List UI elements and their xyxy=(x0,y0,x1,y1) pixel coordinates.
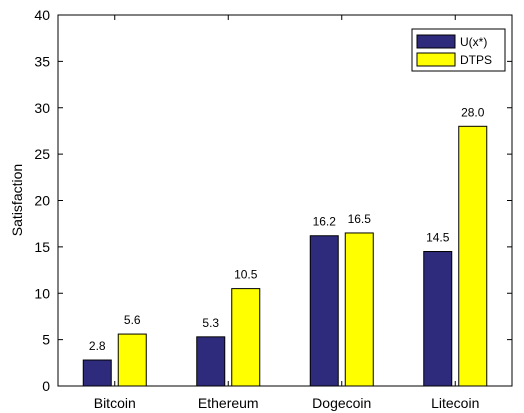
bar xyxy=(309,235,339,387)
bar xyxy=(344,232,374,387)
x-tick-label: Ethereum xyxy=(198,395,259,411)
bar xyxy=(458,125,488,387)
y-axis-label: Satisfaction xyxy=(9,164,25,236)
bar xyxy=(82,359,112,387)
legend: U(x*) DTPS xyxy=(411,28,506,72)
legend-label: DTPS xyxy=(460,53,492,67)
bar xyxy=(423,251,453,387)
bar-value-label: 16.2 xyxy=(313,215,337,229)
axes xyxy=(57,14,513,387)
y-tick-label: 35 xyxy=(34,53,50,69)
y-tick-label: 40 xyxy=(34,7,50,23)
tick-labels: 0 5 10 15 20 25 30 35 40 Bitcoin Ethereum Dogecoin L… xyxy=(34,7,479,411)
bar-value-label: 2.8 xyxy=(89,339,106,353)
y-tick-label: 15 xyxy=(34,239,50,255)
bar-value-label: 5.6 xyxy=(124,313,141,327)
bar-value-label: 10.5 xyxy=(234,268,258,282)
y-tick-label: 0 xyxy=(42,378,50,394)
y-tick-label: 10 xyxy=(34,285,50,301)
bar-value-label: 14.5 xyxy=(426,231,450,245)
legend-label: U(x*) xyxy=(460,35,487,49)
y-tick-label: 20 xyxy=(34,193,50,209)
bar-value-label: 16.5 xyxy=(348,212,372,226)
bars xyxy=(82,125,488,387)
legend-swatch xyxy=(416,34,456,49)
bar-value-label: 5.3 xyxy=(202,316,219,330)
y-tick-label: 25 xyxy=(34,146,50,162)
data-labels: 2.8 5.6 5.3 10.5 16.2 16.5 14.5 28.0 xyxy=(89,105,485,353)
bar xyxy=(231,288,261,387)
bar xyxy=(196,336,226,387)
y-tick-label: 5 xyxy=(42,332,50,348)
x-tick-label: Dogecoin xyxy=(312,395,371,411)
x-tick-label: Litecoin xyxy=(431,395,479,411)
bar-value-label: 28.0 xyxy=(461,105,485,119)
x-tick-label: Bitcoin xyxy=(94,395,136,411)
legend-swatch xyxy=(416,52,456,67)
bar xyxy=(117,333,147,387)
y-tick-label: 30 xyxy=(34,100,50,116)
